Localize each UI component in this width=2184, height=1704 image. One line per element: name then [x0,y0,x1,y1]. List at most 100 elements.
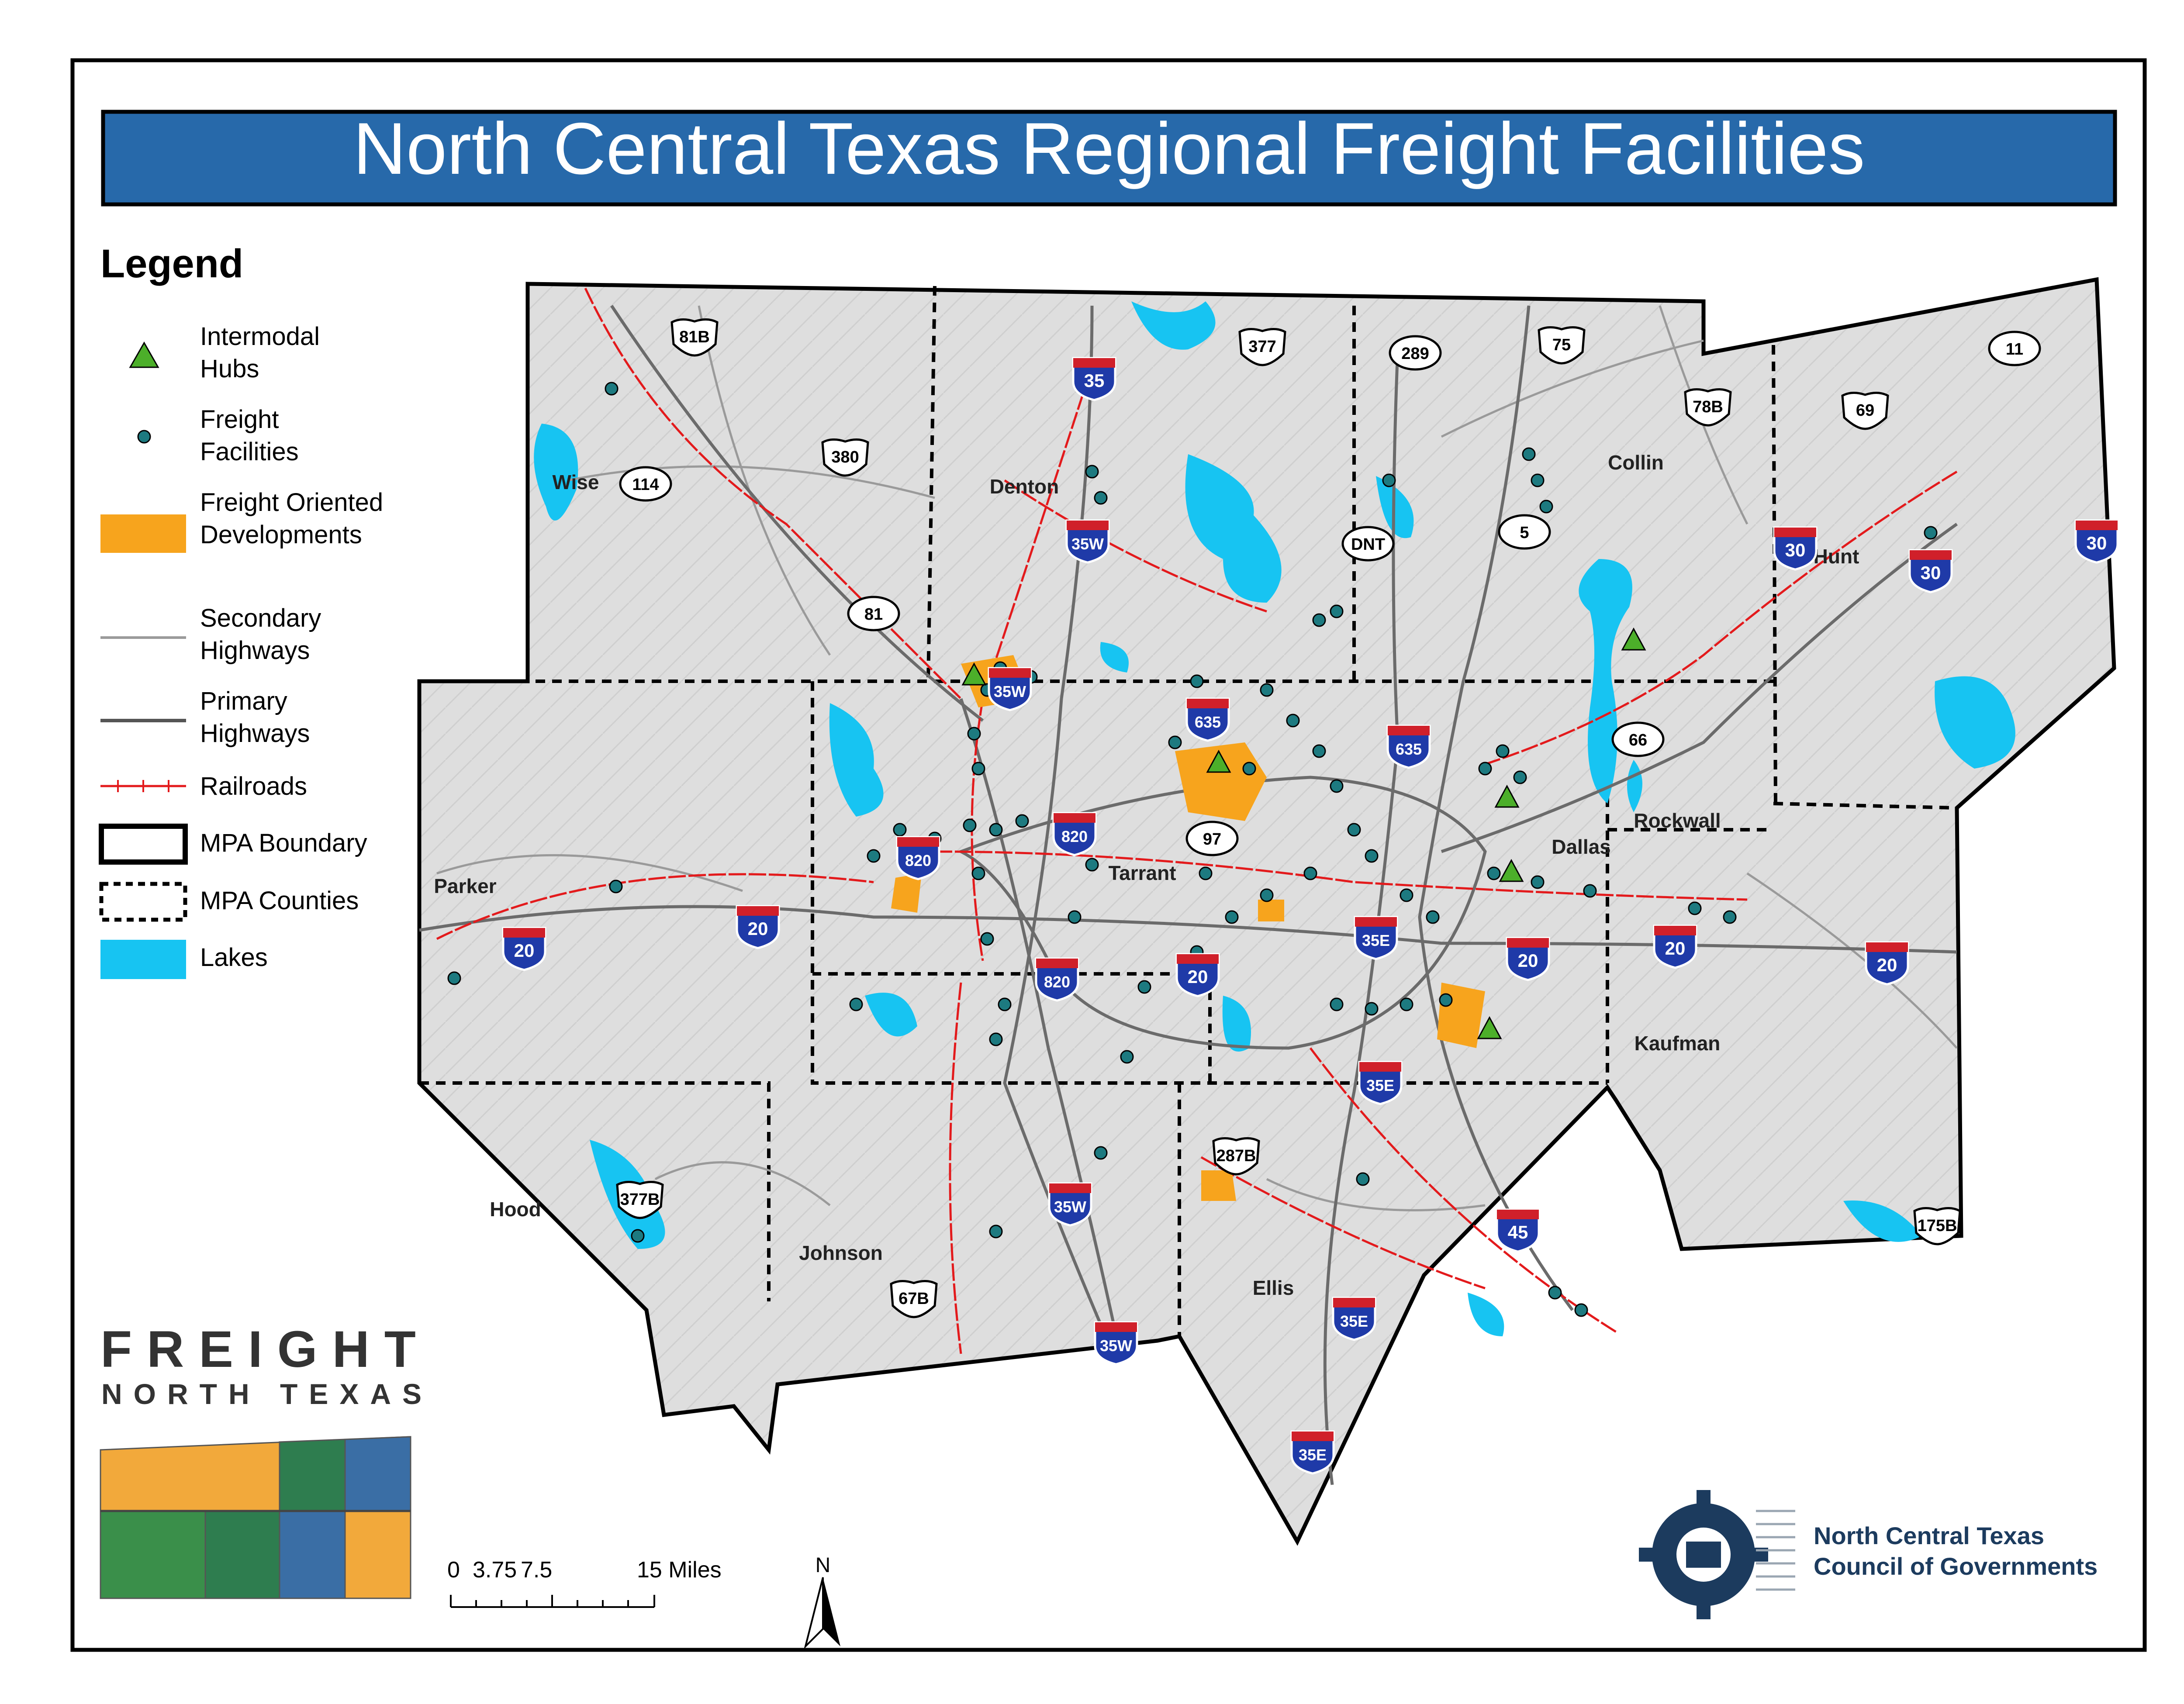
legend-swatch-mpa-boundary [99,824,188,865]
fod-area [1175,742,1267,821]
freight-facility [963,818,977,832]
freight-facility [1085,465,1099,479]
freight-facility [1260,683,1274,697]
us-highway-shield: 287B [1212,1137,1260,1176]
logo-text-north-texas: NORTH TEXAS [101,1378,433,1410]
interstate-shield: 45 [1496,1208,1540,1253]
state-shield-label: 81 [864,605,883,624]
interstate-shield-label: 820 [1044,973,1070,991]
legend-label-railroads: Railroads [200,772,307,800]
interstate-shield-label: 30 [1921,562,1941,583]
legend-label-fod: Freight Oriented Developments [200,488,390,549]
freight-facility [980,932,994,946]
lake [1579,559,1632,804]
interstate-shield-label: 635 [1396,740,1422,758]
interstate-shield-label: 35E [1366,1076,1394,1094]
interstate-shield-label: 20 [1518,950,1538,971]
county-label-wise: Wise [553,471,599,493]
interstate-shield-label: 20 [748,918,768,939]
county-label-hunt: Hunt [1814,545,1859,568]
lake [1843,1200,1922,1242]
us-shield-label: 78B [1693,398,1723,416]
logo-text-freight: FREIGHT [100,1321,431,1378]
interstate-shield-label: 35W [994,683,1026,700]
freight-facility [1085,858,1099,872]
freight-facility [893,823,907,837]
freight-facility [1478,762,1492,776]
county-label-hood: Hood [490,1198,541,1221]
state-highway-shield: 66 [1611,721,1665,757]
legend-label-secondary: Secondary Highways [200,604,328,665]
intermodal-hub [1621,627,1646,651]
interstate-shield: 35E [1332,1297,1376,1341]
freight-facility [609,880,623,893]
freight-facility [605,382,619,396]
us-highway-shield: 67B [890,1280,938,1318]
legend-swatch-fod [100,514,186,553]
freight-facility [867,849,881,863]
freight-facility [1225,910,1239,924]
legend: Legend Intermodal Hubs Freight Facilitie… [99,241,390,979]
us-highway-shield: 377 [1238,328,1286,366]
interstate-shield-label: 820 [905,852,931,869]
legend-swatch-mpa-counties [99,882,187,922]
freight-facility [1688,901,1702,915]
freight-facility [1068,910,1082,924]
us-highway-shield: 377B [616,1181,664,1219]
state-shield-label: 114 [632,476,659,494]
interstate-shield: 635 [1386,724,1431,769]
interstate-shield-label: 820 [1061,828,1088,845]
intermodal-hub [1206,749,1231,773]
interstate-shield-label: 20 [514,940,535,961]
fod-area [1201,1170,1236,1201]
interstate-shield-label: 45 [1508,1222,1528,1242]
freight-facility [989,1032,1003,1046]
state-shield-label: 289 [1401,345,1429,363]
state-shield-label: 66 [1629,731,1647,749]
us-highway-shield: 175B [1913,1207,1961,1245]
interstate-shield-label: 35E [1299,1446,1327,1464]
legend-swatch-lakes [100,940,186,979]
county-label-rockwall: Rockwall [1634,809,1721,832]
freight-facility [1094,1146,1108,1160]
legend-label-hubs: Intermodal Hubs [200,322,327,383]
intermodal-hub [1477,1016,1502,1039]
state-highway-shield: 289 [1389,335,1442,371]
freight-facility [447,971,461,985]
us-shield-label: 380 [831,448,859,466]
freight-north-texas-logo: FREIGHT NORTH TEXAS [100,1321,433,1599]
freight-facility [1365,849,1379,863]
lake [1100,642,1129,673]
interstate-shield: 35W [988,667,1032,711]
freight-facility [1094,491,1108,505]
legend-heading: Legend [100,241,243,286]
fod-area [891,873,922,913]
interstate-shield: 635 [1185,697,1230,742]
freight-facility [1260,888,1274,902]
freight-facility [1531,473,1545,487]
state-shield-label: 5 [1520,524,1529,542]
interstate-shield: 20 [502,927,546,971]
freight-facility [1356,1172,1370,1186]
map-title: North Central Texas Regional Freight Fac… [353,107,1865,190]
interstate-shield-label: 35 [1084,370,1105,391]
freight-facility [1347,823,1361,837]
map-frame [70,58,2147,1652]
legend-label-primary: Primary Highways [200,687,310,748]
freight-facility [849,997,863,1011]
freight-facility [998,997,1012,1011]
scale-label-3-75: 3.75 [473,1557,517,1583]
legend-swatch-facility [137,430,151,444]
north-arrow-label: N [816,1554,831,1577]
scale-bar: 0 3.75 7.5 15 Miles [447,1557,722,1608]
us-shield-label: 377B [620,1190,660,1209]
gear-icon [1639,1490,1795,1619]
state-highway-shield: 5 [1498,514,1551,550]
state-shield-label: 11 [2006,340,2023,359]
freight-facility [1723,910,1737,924]
freight-facility [1574,1303,1588,1317]
county-label-tarrant: Tarrant [1108,862,1176,884]
county-label-dallas: Dallas [1552,835,1611,858]
state-highway-shield: 97 [1185,821,1239,856]
state-highway-shield: DNT [1341,526,1395,562]
